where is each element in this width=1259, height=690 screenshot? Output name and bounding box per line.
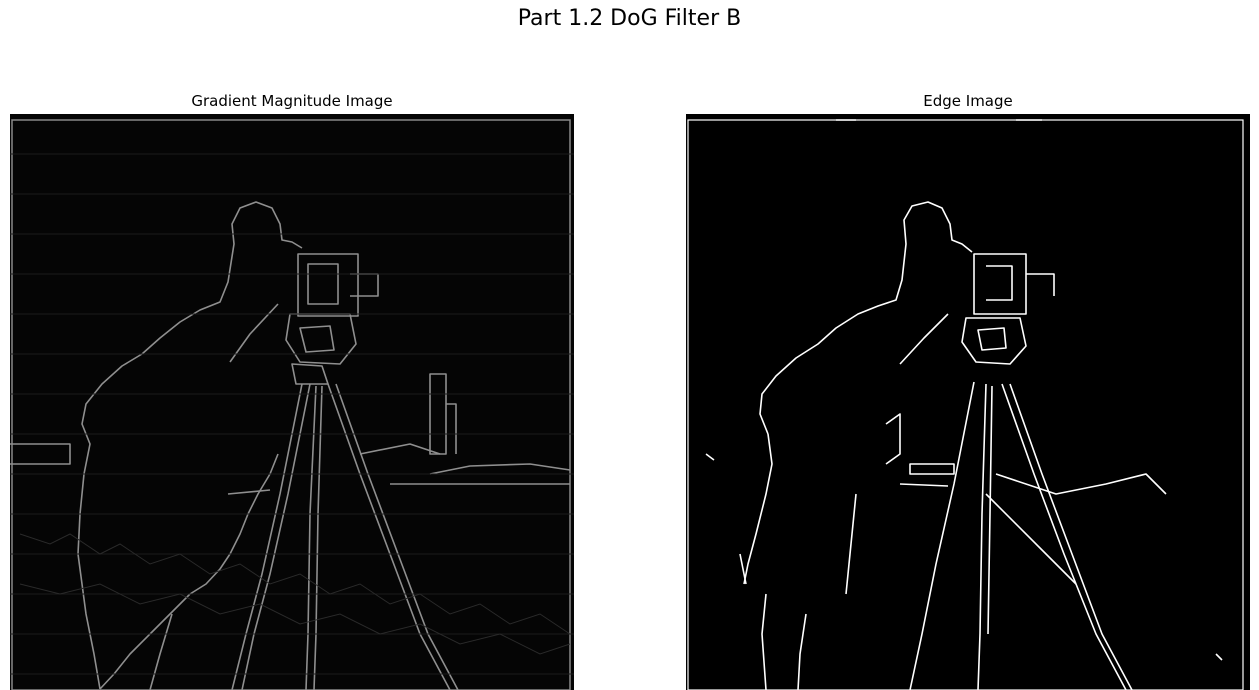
edge-drawing: [686, 114, 1250, 690]
figure-title: Part 1.2 DoG Filter B: [517, 6, 742, 31]
gradient-panel-title: Gradient Magnitude Image: [191, 92, 393, 110]
edge-panel-title: Edge Image: [923, 92, 1013, 110]
gradient-magnitude-drawing: [10, 114, 574, 690]
gradient-magnitude-image: [10, 114, 574, 690]
edge-image: [686, 114, 1250, 690]
